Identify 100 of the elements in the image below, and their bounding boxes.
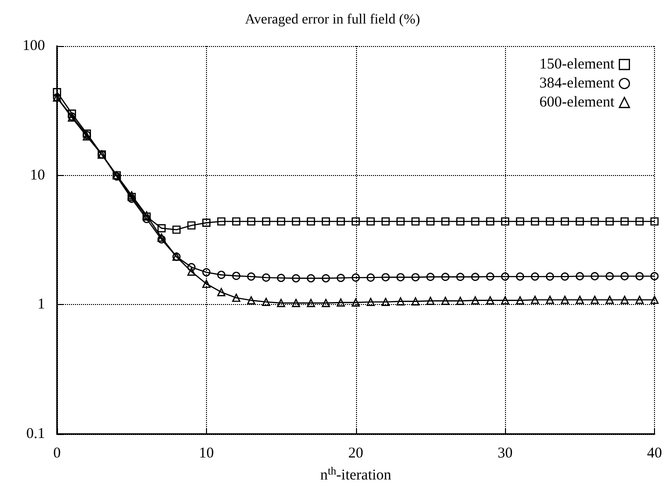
point: [352, 298, 360, 307]
point: [576, 217, 584, 226]
point: [530, 296, 540, 304]
point: [471, 272, 480, 281]
point: [411, 273, 420, 282]
point: [306, 298, 316, 308]
point: [590, 296, 599, 304]
point: [560, 217, 569, 226]
point: [576, 296, 584, 304]
point: [486, 296, 494, 304]
point: [486, 217, 494, 226]
point: [650, 217, 659, 226]
point: [546, 272, 554, 281]
point: [501, 272, 510, 281]
point: [576, 272, 584, 280]
point: [247, 272, 256, 281]
point: [441, 296, 450, 305]
point: [336, 298, 345, 307]
point: [306, 274, 316, 282]
point: [501, 296, 510, 304]
point: [441, 272, 450, 281]
point: [382, 217, 390, 226]
point: [441, 217, 450, 226]
point: [276, 217, 286, 226]
point: [187, 268, 196, 276]
point: [560, 272, 569, 281]
point: [516, 272, 524, 281]
x-tick-label: 30: [498, 446, 513, 462]
point: [187, 221, 196, 230]
point: [501, 217, 510, 226]
point: [276, 274, 286, 282]
point: [128, 192, 136, 202]
point: [292, 274, 300, 282]
point: [620, 272, 629, 280]
point: [292, 298, 300, 308]
point: [635, 217, 644, 226]
point: [456, 217, 464, 226]
point: [217, 288, 226, 296]
point: [590, 217, 599, 226]
point: [157, 224, 166, 232]
x-tick-label: 10: [198, 446, 214, 462]
point: [560, 296, 569, 304]
point: [650, 296, 659, 304]
point: [530, 272, 540, 281]
point: [530, 217, 540, 226]
y-tick-label: 0.1: [26, 426, 45, 442]
y-tick-label: 1: [38, 296, 45, 313]
point: [635, 272, 644, 280]
point: [411, 297, 420, 306]
point: [276, 298, 286, 308]
point: [366, 217, 375, 226]
legend-label: 150-element: [539, 56, 616, 72]
point: [382, 298, 390, 306]
point: [411, 217, 420, 226]
point: [635, 296, 644, 304]
point: [396, 297, 405, 306]
point: [232, 217, 240, 226]
point: [352, 273, 360, 282]
point: [546, 296, 554, 304]
point: [382, 273, 390, 282]
point: [322, 217, 330, 226]
point: [620, 217, 629, 226]
point: [366, 298, 375, 306]
point: [426, 217, 435, 226]
point: [471, 296, 480, 304]
point: [202, 280, 210, 288]
point: [471, 217, 480, 226]
point: [247, 296, 256, 304]
point: [202, 268, 210, 276]
point: [292, 217, 300, 226]
x-tick-label: 0: [53, 446, 61, 462]
point: [590, 272, 599, 280]
point: [52, 88, 62, 96]
point: [516, 217, 524, 226]
point: [352, 217, 360, 226]
point: [336, 217, 345, 226]
point: [396, 273, 405, 282]
point: [606, 217, 614, 226]
point: [322, 274, 330, 282]
x-tick-label: 20: [348, 446, 364, 462]
chart-title: Averaged error in full field (%): [244, 12, 420, 28]
point: [650, 272, 659, 280]
legend-label: 384-element: [539, 76, 616, 92]
x-tick-label: 40: [647, 446, 662, 462]
point: [187, 263, 196, 272]
point: [217, 270, 226, 279]
y-tick-label: 10: [30, 167, 45, 184]
point: [322, 298, 330, 308]
point: [336, 274, 345, 282]
point: [516, 296, 524, 304]
y-tick-label: 100: [22, 38, 45, 54]
point: [366, 273, 375, 282]
point: [426, 272, 435, 281]
point: [546, 217, 554, 226]
point: [396, 217, 405, 226]
point: [456, 296, 464, 305]
point: [247, 217, 256, 226]
point: [217, 217, 226, 226]
point: [620, 296, 629, 304]
legend-label: 600-element: [539, 94, 616, 110]
